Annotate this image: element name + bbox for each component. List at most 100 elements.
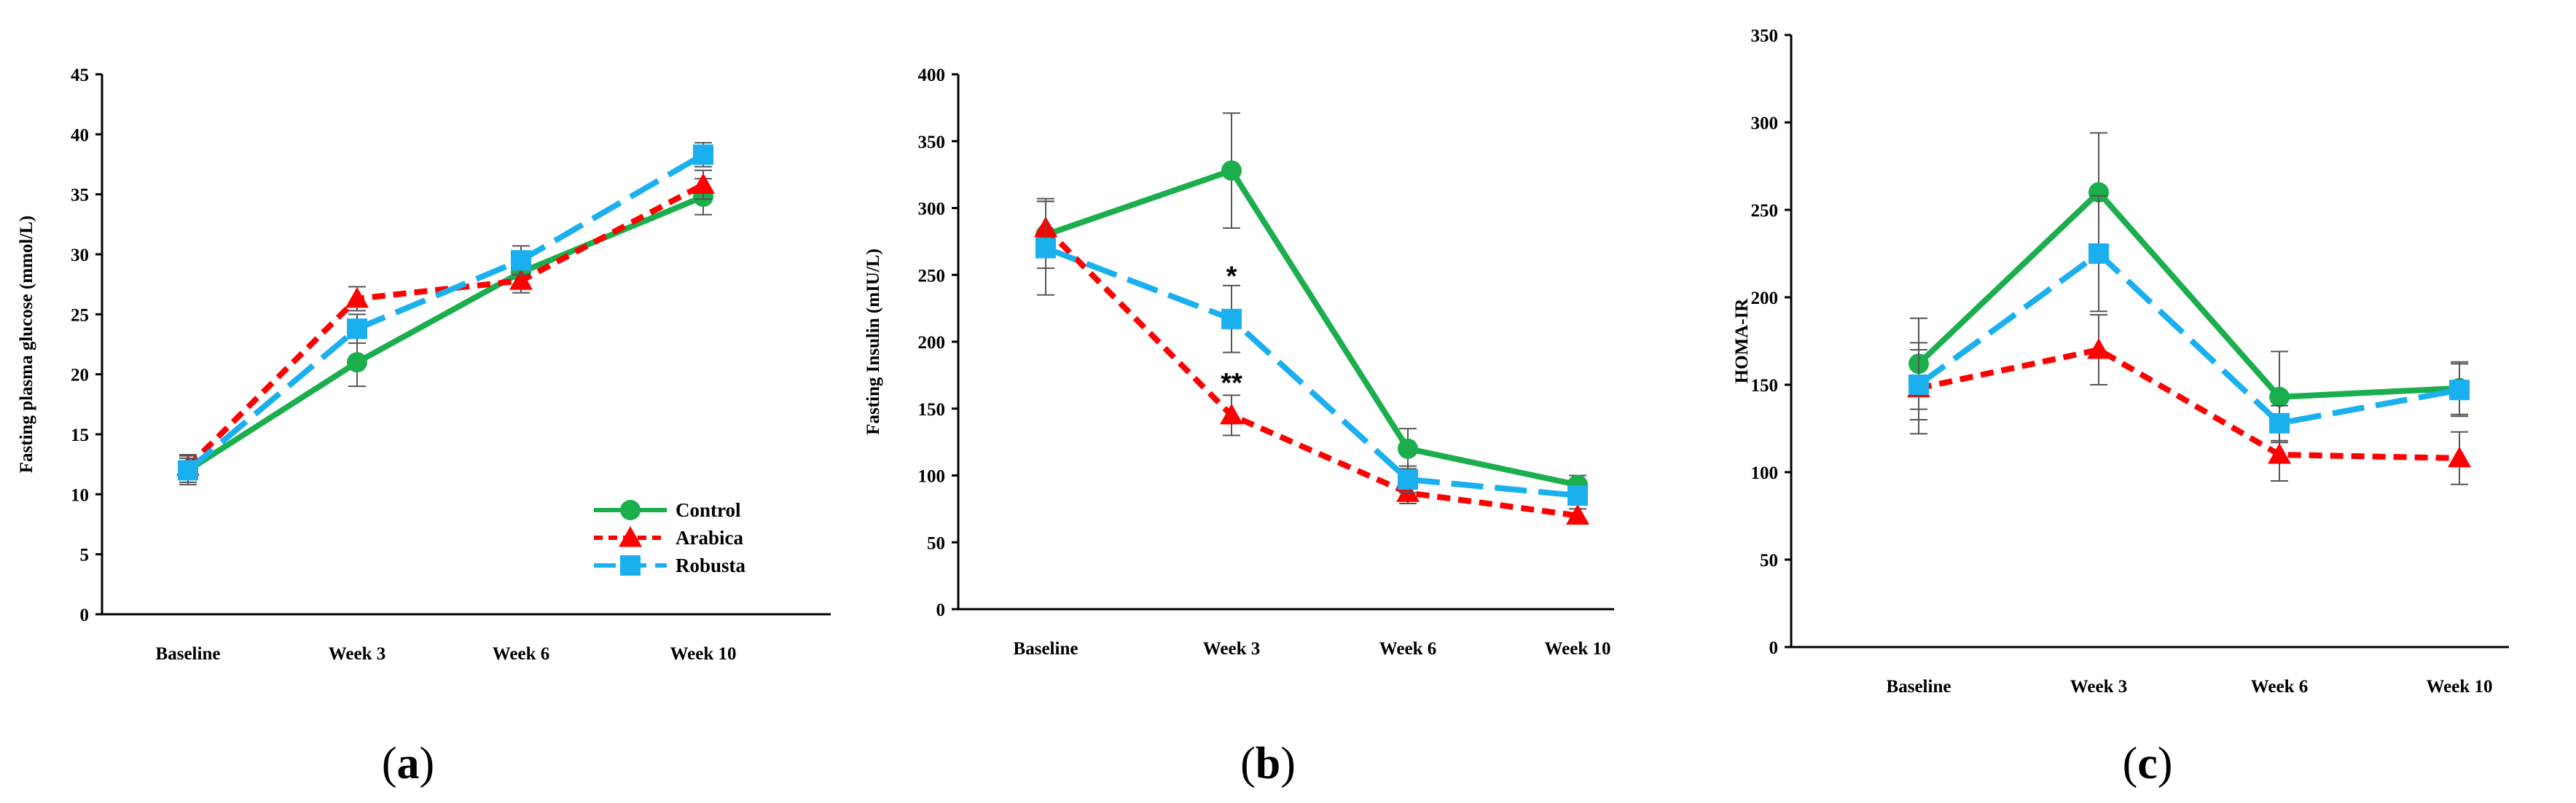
data-point-robusta (693, 144, 713, 165)
y-tick-label: 350 (1751, 26, 1779, 46)
y-tick-label: 25 (71, 305, 89, 325)
x-tick-label: Baseline (1014, 639, 1078, 659)
chart-panel-1: 0 5 10 15 20 25 30 35 40 45 Baseline Week 3 Week 6 We… (17, 66, 831, 788)
data-point-robusta (2449, 380, 2470, 401)
y-tick-label: 20 (71, 366, 89, 385)
y-axis-title: Fasting Insulin (mIU/L) (864, 248, 883, 435)
series-control (1908, 132, 2470, 444)
data-point-control (2088, 182, 2109, 203)
legend-label: Arabica (676, 527, 743, 549)
data-point-robusta (178, 460, 198, 481)
y-tick-label: 30 (71, 246, 89, 265)
data-point-arabica (345, 286, 369, 308)
significance-annotation: ** (1221, 368, 1242, 399)
y-tick-label: 40 (71, 125, 89, 145)
y-tick-label: 35 (71, 186, 89, 205)
x-tick-label: Baseline (1887, 677, 1951, 697)
y-tick-label: 300 (1751, 114, 1779, 133)
y-tick-label: 350 (918, 133, 946, 152)
series-arabica (1034, 197, 1589, 525)
y-tick-label: 100 (1751, 463, 1779, 483)
data-point-robusta (1036, 238, 1056, 259)
data-point-robusta (1221, 308, 1242, 329)
series-line-control (1044, 168, 1578, 488)
legend-marker-arabica (619, 526, 642, 547)
y-tick-label: 300 (918, 200, 946, 219)
panel-label: (a) (382, 739, 434, 788)
series-line-robusta (1917, 251, 2460, 426)
legend: Control Arabica Robusta (594, 499, 746, 576)
panel-label: (b) (1240, 739, 1296, 788)
series-robusta (1036, 200, 1588, 506)
legend-marker-robusta (620, 555, 641, 576)
y-tick-label: 50 (927, 533, 945, 553)
series-control (1036, 112, 1588, 495)
data-point-robusta (347, 318, 367, 340)
y-tick-label: 200 (1751, 289, 1779, 308)
data-point-control (2269, 386, 2290, 407)
chart-panel-3: 0 50 100 150 200 250 300 350 Baseline Week 3 Week … (1732, 26, 2509, 788)
y-tick-label: 150 (918, 400, 946, 420)
x-tick-label: Week 3 (2070, 677, 2127, 697)
x-tick-label: Week 6 (2251, 677, 2308, 697)
data-point-arabica (1220, 403, 1243, 425)
significance-annotation: * (1226, 261, 1237, 291)
y-tick-label: 0 (1769, 638, 1779, 658)
series-robusta (1908, 195, 2470, 442)
series-line-arabica (1918, 347, 2460, 461)
data-point-control (1221, 160, 1242, 181)
data-point-robusta (1567, 485, 1588, 506)
series-line-control (186, 194, 705, 473)
x-tick-label: Week 3 (1203, 639, 1260, 659)
data-point-arabica (509, 269, 533, 290)
series-arabica (176, 169, 715, 479)
panel-label: (c) (2123, 739, 2173, 788)
y-tick-label: 5 (80, 546, 90, 565)
x-tick-label: Baseline (156, 644, 221, 664)
y-tick-label: 15 (71, 426, 89, 445)
data-point-arabica (2087, 338, 2110, 359)
y-tick-label: 250 (918, 266, 946, 286)
data-point-robusta (1908, 375, 1929, 395)
data-point-arabica (692, 173, 715, 194)
y-tick-label: 400 (918, 66, 946, 85)
series-line-robusta (186, 152, 705, 473)
data-point-robusta (511, 250, 531, 271)
legend-label: Control (676, 499, 741, 521)
series-line-arabica (186, 181, 705, 469)
series-line-arabica (1044, 226, 1578, 519)
data-point-robusta (1398, 469, 1418, 490)
x-tick-label: Week 3 (329, 644, 385, 664)
legend-label: Robusta (676, 555, 746, 576)
x-tick-label: Week 6 (1379, 639, 1436, 659)
y-tick-label: 10 (71, 485, 89, 505)
legend-marker-control (620, 500, 641, 520)
data-point-arabica (2448, 446, 2471, 468)
y-tick-label: 45 (71, 66, 89, 85)
x-tick-label: Week 6 (493, 644, 549, 664)
series-arabica (1907, 314, 2471, 485)
data-point-robusta (2088, 243, 2109, 264)
y-tick-label: 0 (936, 600, 946, 620)
y-tick-label: 150 (1751, 376, 1779, 396)
series-robusta (178, 141, 713, 483)
y-axis-title: Fasting plasma glucose (mmol/L) (17, 216, 36, 473)
data-point-control (347, 352, 367, 373)
chart-panel-2: 0 50 100 150 200 250 300 350 400 Baseline Week 3 We… (864, 66, 1614, 788)
data-point-arabica (2268, 443, 2291, 464)
data-point-arabica (1566, 504, 1589, 525)
series-line-control (1917, 189, 2460, 400)
y-tick-label: 50 (1760, 551, 1778, 571)
y-tick-label: 200 (918, 333, 946, 353)
y-axis-title: HOMA-IR (1732, 298, 1752, 384)
series-line-robusta (1044, 245, 1578, 499)
x-tick-label: Week 10 (1545, 639, 1611, 659)
x-tick-label: Week 10 (670, 644, 737, 664)
y-tick-label: 250 (1751, 201, 1779, 221)
data-point-control (1398, 438, 1418, 459)
data-point-robusta (2269, 412, 2290, 434)
y-tick-label: 100 (918, 467, 946, 487)
x-tick-label: Week 10 (2427, 677, 2493, 697)
y-tick-label: 0 (80, 606, 90, 625)
